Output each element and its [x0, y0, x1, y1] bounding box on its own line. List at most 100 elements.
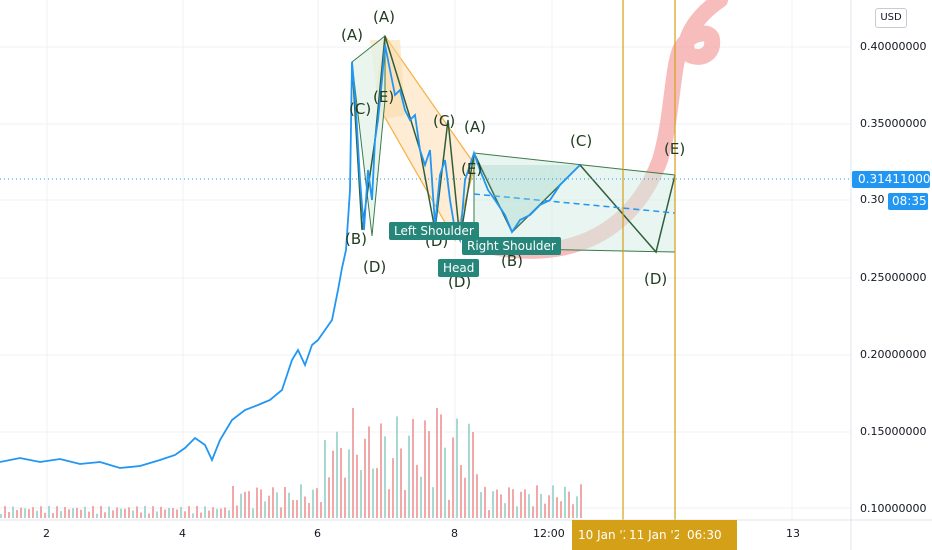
- volume-bar: [200, 512, 202, 518]
- volume-bar: [32, 507, 34, 518]
- volume-bar: [240, 493, 242, 518]
- volume-bar: [36, 510, 38, 518]
- volume-bar: [80, 509, 82, 518]
- volume-bar: [404, 490, 406, 518]
- volume-bar: [140, 512, 142, 518]
- volume-bar: [204, 506, 206, 518]
- volume-bar: [64, 506, 66, 518]
- volume-bar: [320, 502, 322, 518]
- volume-bar: [460, 465, 462, 518]
- time-tag: 06:30: [679, 520, 737, 550]
- volume-bar: [100, 506, 102, 518]
- volume-bar: [152, 506, 154, 518]
- volume-bar: [428, 431, 430, 518]
- price-label: 0.20000000: [860, 348, 927, 361]
- volume-bar: [344, 477, 346, 518]
- volume-bar: [492, 491, 494, 518]
- volume-bar: [0, 514, 2, 518]
- volume-bar: [20, 507, 22, 518]
- volume-bar: [500, 494, 502, 518]
- volume-bar: [348, 449, 350, 518]
- time-label: 12:00: [533, 527, 565, 540]
- volume-bar: [72, 508, 74, 518]
- countdown-tag: 08:35: [888, 193, 928, 210]
- volume-bar: [88, 511, 90, 518]
- wave-label: (A): [341, 26, 363, 44]
- volume-bar: [456, 418, 458, 518]
- time-label: 13: [786, 527, 800, 540]
- volume-bar: [192, 513, 194, 518]
- volume-bar: [132, 510, 134, 518]
- volume-bar: [424, 420, 426, 518]
- volume-bar: [76, 507, 78, 518]
- volume-bar: [16, 510, 18, 518]
- price-label: 0.15000000: [860, 425, 927, 438]
- volume-bar: [480, 491, 482, 518]
- price-label: 0.35000000: [860, 117, 927, 130]
- volume-bar: [236, 505, 238, 518]
- wave-label: (E): [664, 140, 686, 158]
- volume-bar: [580, 484, 582, 518]
- price-line: [0, 44, 581, 469]
- volume-bar: [432, 487, 434, 518]
- volume-bar: [508, 487, 510, 518]
- volume-bar: [524, 489, 526, 518]
- volume-bar: [252, 508, 254, 518]
- volume-bar: [304, 496, 306, 518]
- wave-label: (E): [461, 160, 483, 178]
- volume-bar: [420, 476, 422, 518]
- volume-bar: [208, 510, 210, 518]
- volume-bar: [568, 491, 570, 518]
- volume-bar: [108, 506, 110, 518]
- volume-bar: [224, 507, 226, 518]
- volume-bar: [516, 506, 518, 518]
- volume-bar: [228, 510, 230, 518]
- volume-bar: [280, 507, 282, 518]
- volume-bar: [60, 511, 62, 518]
- volume-bar: [316, 488, 318, 518]
- volume-bar: [312, 489, 314, 518]
- volume-bar: [356, 454, 358, 518]
- volume-bar: [412, 419, 414, 518]
- volume-bar: [352, 408, 354, 518]
- volume-bar: [44, 512, 46, 518]
- volume-bar: [488, 510, 490, 518]
- volume-bar: [496, 489, 498, 518]
- volume-bar: [276, 492, 278, 518]
- volume-bar: [332, 450, 334, 518]
- volume-bar: [272, 487, 274, 518]
- volume-bar: [416, 464, 418, 518]
- price-label: 0.25000000: [860, 271, 927, 284]
- volume-bar: [116, 507, 118, 518]
- right-shoulder-label: Right Shoulder: [462, 237, 561, 255]
- volume-bar: [40, 506, 42, 518]
- currency-badge[interactable]: USD: [875, 8, 907, 28]
- volume-bar: [540, 493, 542, 518]
- volume-bar: [96, 513, 98, 518]
- volume-bar: [324, 439, 326, 518]
- volume-bar: [56, 506, 58, 518]
- time-label: 6: [314, 527, 321, 540]
- volume-bar: [284, 486, 286, 518]
- volume-bar: [172, 508, 174, 518]
- date-tag-10jan: 10 Jan '21: [572, 520, 630, 550]
- volume-bar: [560, 501, 562, 518]
- volume-bar: [176, 509, 178, 518]
- volume-bar: [440, 414, 442, 518]
- volume-bar: [156, 511, 158, 518]
- volume-bar: [212, 507, 214, 518]
- volume-bar: [556, 497, 558, 518]
- volume-bar: [220, 508, 222, 518]
- volume-bar: [536, 485, 538, 518]
- volume-bar: [388, 489, 390, 518]
- volume-bar: [12, 506, 14, 518]
- volume-bar: [128, 507, 130, 518]
- volume-bar: [188, 506, 190, 518]
- volume-bar: [68, 509, 70, 518]
- head-label: Head: [438, 259, 480, 277]
- volume-bar: [512, 489, 514, 518]
- wave-label: (B): [501, 252, 523, 270]
- volume-bar: [520, 491, 522, 518]
- wave-label: (E): [373, 88, 395, 106]
